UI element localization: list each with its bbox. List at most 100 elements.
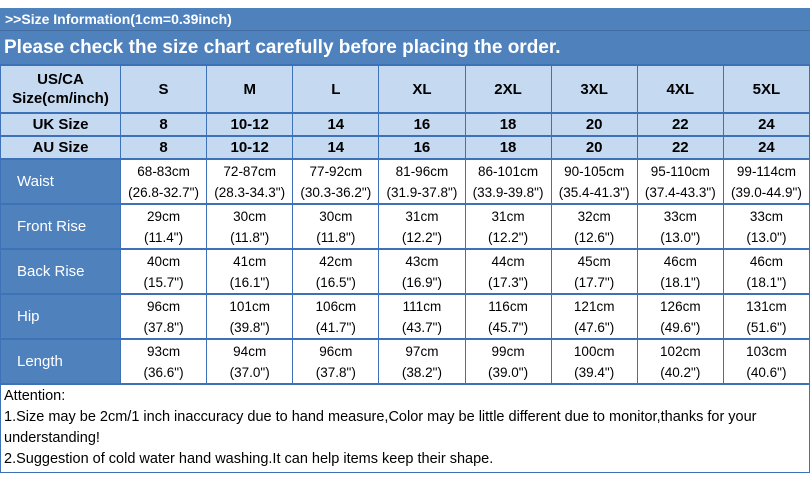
measurement-cell: 72-87cm (28.3-34.3") <box>206 158 294 205</box>
measurement-cell: 131cm (51.6") <box>722 293 810 340</box>
measurement-row: Hip 96cm (37.8") 101cm (39.8") 106cm (41.7") 11… <box>0 293 810 340</box>
corner-header-cell: US/CA Size(cm/inch) <box>0 64 121 114</box>
measurement-inch-value: (40.6") <box>746 364 787 380</box>
size-value-cell: 16 <box>378 135 466 160</box>
measurement-cell: 32cm (12.6") <box>550 203 638 250</box>
size-conversion-row: UK Size 8 10-12 14 16 18 20 22 24 <box>0 112 810 137</box>
measurement-cell: 103cm (40.6") <box>722 338 810 385</box>
measurement-cm-value: 86-101cm <box>478 163 539 179</box>
measurement-cell: 33cm (13.0") <box>722 203 810 250</box>
measurement-inch-value: (39.0") <box>488 364 529 380</box>
size-value-cell: 24 <box>722 112 810 137</box>
measurement-cell: 99-114cm (39.0-44.9") <box>722 158 810 205</box>
size-column-header: S <box>119 64 208 114</box>
row-label: Length <box>0 338 121 385</box>
measurement-inch-value: (17.7") <box>574 274 615 290</box>
size-column-header: XL <box>378 64 466 114</box>
measurement-inch-value: (16.5") <box>315 274 356 290</box>
row-label: Hip <box>0 293 121 340</box>
measurement-cm-value: 101cm <box>229 298 270 314</box>
measurement-inch-value: (45.7") <box>488 319 529 335</box>
row-label: Waist <box>0 158 121 205</box>
measurement-cm-value: 44cm <box>491 253 525 269</box>
measurement-cm-value: 40cm <box>147 253 181 269</box>
measurement-cell: 90-105cm (35.4-41.3") <box>550 158 638 205</box>
measurement-cell: 29cm (11.4") <box>119 203 208 250</box>
size-information-banner: >>Size Information(1cm=0.39inch) <box>0 8 810 31</box>
measurement-row: Front Rise 29cm (11.4") 30cm (11.8") 30cm (11.… <box>0 203 810 250</box>
measurement-inch-value: (37.8") <box>143 319 184 335</box>
measurement-cm-value: 43cm <box>405 253 439 269</box>
measurement-cm-value: 81-96cm <box>395 163 449 179</box>
measurement-cell: 126cm (49.6") <box>636 293 724 340</box>
measurement-inch-value: (30.3-36.2") <box>300 184 372 200</box>
measurement-cell: 81-96cm (31.9-37.8") <box>378 158 466 205</box>
measurement-cm-value: 29cm <box>147 208 181 224</box>
measurement-cm-value: 45cm <box>577 253 611 269</box>
measurement-cm-value: 99-114cm <box>736 163 796 179</box>
size-value-cell: 14 <box>292 112 380 137</box>
size-value-cell: 18 <box>464 112 552 137</box>
measurement-inch-value: (26.8-32.7") <box>128 184 199 200</box>
measurement-inch-value: (13.0") <box>660 229 701 245</box>
measurement-row: Back Rise 40cm (15.7") 41cm (16.1") 42cm (16.5… <box>0 248 810 295</box>
measurement-cell: 93cm (36.6") <box>119 338 208 385</box>
size-column-header: M <box>206 64 294 114</box>
top-spacer <box>0 0 810 8</box>
measurement-cm-value: 94cm <box>233 343 267 359</box>
measurement-inch-value: (36.6") <box>143 364 184 380</box>
measurement-inch-value: (35.4-41.3") <box>558 184 630 200</box>
size-column-header: 3XL <box>550 64 638 114</box>
measurement-inch-value: (31.9-37.8") <box>386 184 458 200</box>
measurement-cm-value: 33cm <box>663 208 697 224</box>
row-label: Front Rise <box>0 203 121 250</box>
table-header-row: US/CA Size(cm/inch) S M L XL 2XL 3XL 4XL 5XL <box>0 64 810 114</box>
measurement-inch-value: (11.8") <box>230 229 270 245</box>
size-value-cell: 8 <box>119 135 208 160</box>
measurement-cm-value: 33cm <box>749 208 783 224</box>
measurement-cm-value: 42cm <box>319 253 353 269</box>
measurement-cm-value: 77-92cm <box>309 163 363 179</box>
size-conversion-row: AU Size 8 10-12 14 16 18 20 22 24 <box>0 135 810 160</box>
size-chart-body: US/CA Size(cm/inch) S M L XL 2XL 3XL 4XL 5XL UK S… <box>0 64 810 385</box>
measurement-cell: 97cm (38.2") <box>378 338 466 385</box>
measurement-cell: 46cm (18.1") <box>722 248 810 295</box>
measurement-cm-value: 96cm <box>319 343 353 359</box>
size-value-cell: 20 <box>550 135 638 160</box>
measurement-cell: 77-92cm (30.3-36.2") <box>292 158 380 205</box>
measurement-cm-value: 116cm <box>488 298 528 314</box>
measurement-cm-value: 97cm <box>405 343 439 359</box>
measurement-row: Length 93cm (36.6") 94cm (37.0") 96cm (37.8") 9… <box>0 338 810 385</box>
measurement-cell: 99cm (39.0") <box>464 338 552 385</box>
attention-section: Attention: 1.Size may be 2cm/1 inch inac… <box>0 385 810 473</box>
measurement-cell: 31cm (12.2") <box>378 203 466 250</box>
measurement-cell: 94cm (37.0") <box>206 338 294 385</box>
measurement-inch-value: (15.7") <box>143 274 184 290</box>
measurement-cm-value: 100cm <box>573 343 615 359</box>
measurement-inch-value: (18.1") <box>746 274 787 290</box>
measurement-cell: 96cm (37.8") <box>119 293 208 340</box>
measurement-inch-value: (51.6") <box>746 319 787 335</box>
measurement-inch-value: (18.1") <box>660 274 701 290</box>
measurement-inch-value: (28.3-34.3") <box>214 184 286 200</box>
measurement-cell: 111cm (43.7") <box>378 293 466 340</box>
measurement-inch-value: (11.4") <box>144 229 184 245</box>
size-value-cell: 14 <box>292 135 380 160</box>
measurement-cm-value: 72-87cm <box>223 163 276 179</box>
size-chart-notice-banner: Please check the size chart carefully be… <box>0 31 810 64</box>
size-value-cell: 8 <box>119 112 208 137</box>
size-value-cell: 16 <box>378 112 466 137</box>
measurement-cm-value: 111cm <box>402 298 442 314</box>
row-label: UK Size <box>0 112 121 137</box>
measurement-inch-value: (40.2") <box>660 364 701 380</box>
size-value-cell: 22 <box>636 135 724 160</box>
size-value-cell: 20 <box>550 112 638 137</box>
size-value-cell: 18 <box>464 135 552 160</box>
measurement-inch-value: (43.7") <box>401 319 442 335</box>
measurement-cm-value: 46cm <box>663 253 697 269</box>
size-value-cell: 10-12 <box>206 135 294 160</box>
measurement-cell: 68-83cm (26.8-32.7") <box>119 158 208 205</box>
size-column-header: 4XL <box>636 64 724 114</box>
measurement-cell: 121cm (47.6") <box>550 293 638 340</box>
size-chart-table: US/CA Size(cm/inch) S M L XL 2XL 3XL 4XL 5XL UK S… <box>0 64 810 385</box>
